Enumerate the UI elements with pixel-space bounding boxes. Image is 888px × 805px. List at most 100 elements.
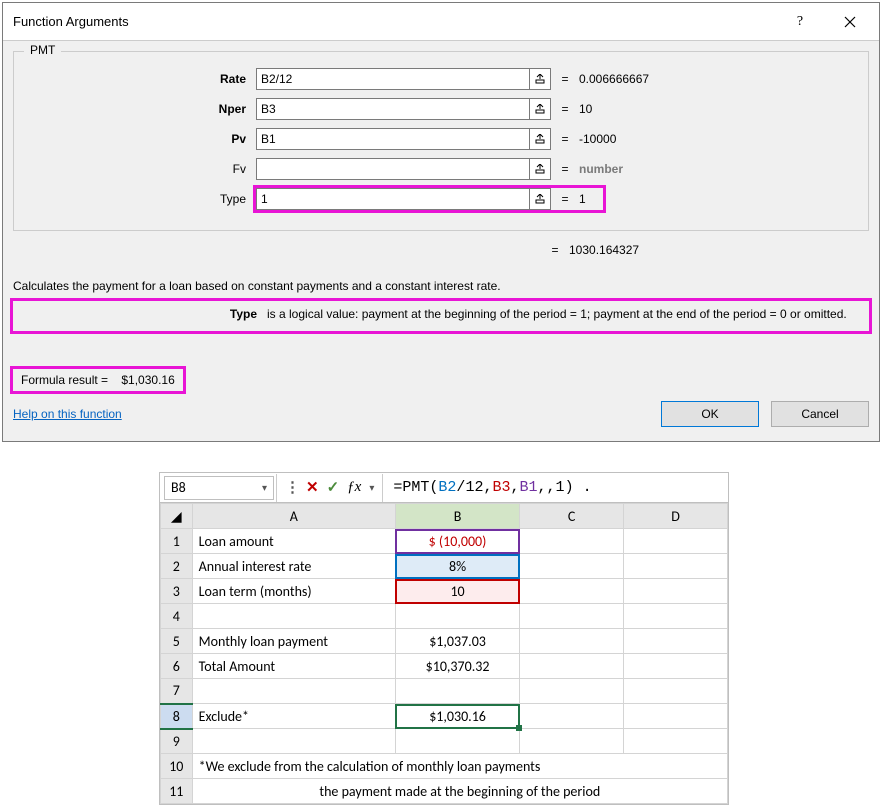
menu-icon[interactable]: ⋮ bbox=[285, 478, 298, 497]
arg-input-nper[interactable] bbox=[256, 98, 530, 120]
cell[interactable]: 8% bbox=[395, 554, 519, 579]
formula-input[interactable]: =PMT(B2/12,B3,B1,,1) . bbox=[385, 479, 591, 496]
cell[interactable] bbox=[624, 704, 728, 729]
close-button[interactable] bbox=[825, 3, 875, 41]
cell[interactable] bbox=[192, 679, 395, 704]
col-header-d[interactable]: D bbox=[624, 504, 728, 529]
arg-row-fv: Fv = number bbox=[24, 154, 858, 184]
cell[interactable] bbox=[624, 629, 728, 654]
row-header[interactable]: 8 bbox=[161, 704, 193, 729]
arg-label-rate: Rate bbox=[24, 72, 256, 86]
cell[interactable]: Total Amount bbox=[192, 654, 395, 679]
grid[interactable]: ◢ A B C D 1 Loan amount $ (10,000) 2 Ann… bbox=[160, 503, 728, 804]
table-row: 4 bbox=[161, 604, 728, 629]
arg-input-rate[interactable] bbox=[256, 68, 530, 90]
arg-description-box: Type is a logical value: payment at the … bbox=[13, 301, 869, 331]
cell[interactable] bbox=[624, 529, 728, 554]
help-link[interactable]: Help on this function bbox=[13, 407, 649, 421]
row-header[interactable]: 10 bbox=[161, 754, 193, 779]
cell[interactable] bbox=[624, 729, 728, 754]
row-header[interactable]: 1 bbox=[161, 529, 193, 554]
cell[interactable] bbox=[395, 604, 519, 629]
cell[interactable] bbox=[395, 729, 519, 754]
arg-input-type[interactable] bbox=[256, 188, 530, 210]
col-header-c[interactable]: C bbox=[520, 504, 624, 529]
equals-sign: = bbox=[551, 192, 579, 206]
name-box[interactable]: B8 ▾ bbox=[164, 476, 274, 500]
cell[interactable] bbox=[520, 629, 624, 654]
cell[interactable] bbox=[624, 554, 728, 579]
dialog-titlebar: Function Arguments ? bbox=[3, 3, 879, 41]
cell[interactable] bbox=[520, 654, 624, 679]
cancel-button[interactable]: Cancel bbox=[771, 401, 869, 427]
cell[interactable] bbox=[192, 604, 395, 629]
separator bbox=[276, 474, 277, 502]
arg-result-nper: 10 bbox=[579, 102, 592, 116]
table-row: 2 Annual interest rate 8% bbox=[161, 554, 728, 579]
arg-label-nper: Nper bbox=[24, 102, 256, 116]
arg-description-text: is a logical value: payment at the begin… bbox=[267, 307, 861, 321]
cell[interactable] bbox=[520, 604, 624, 629]
cell[interactable]: *We exclude from the calculation of mont… bbox=[192, 754, 727, 779]
arg-label-type: Type bbox=[24, 192, 256, 206]
row-header[interactable]: 9 bbox=[161, 729, 193, 754]
cell[interactable] bbox=[624, 654, 728, 679]
arg-input-pv[interactable] bbox=[256, 128, 530, 150]
fx-icon[interactable]: ƒx bbox=[347, 479, 361, 496]
table-row: 11 the payment made at the beginning of … bbox=[161, 779, 728, 804]
cell[interactable]: 10 bbox=[395, 579, 519, 604]
cell[interactable]: $10,370.32 bbox=[395, 654, 519, 679]
function-arguments-dialog: Function Arguments ? PMT Rate = 0.006666… bbox=[2, 2, 880, 442]
col-header-a[interactable]: A bbox=[192, 504, 395, 529]
cell[interactable]: Exclude* bbox=[192, 704, 395, 729]
row-header[interactable]: 2 bbox=[161, 554, 193, 579]
collapse-dialog-icon[interactable] bbox=[529, 128, 551, 150]
row-header[interactable]: 7 bbox=[161, 679, 193, 704]
arg-result-rate: 0.006666667 bbox=[579, 72, 649, 86]
table-row: 8 Exclude* $1,030.16 bbox=[161, 704, 728, 729]
cell[interactable]: the payment made at the beginning of the… bbox=[192, 779, 727, 804]
cell[interactable] bbox=[395, 679, 519, 704]
row-header[interactable]: 4 bbox=[161, 604, 193, 629]
arg-row-nper: Nper = 10 bbox=[24, 94, 858, 124]
row-header[interactable]: 3 bbox=[161, 579, 193, 604]
ok-button[interactable]: OK bbox=[661, 401, 759, 427]
table-row: 3 Loan term (months) 10 bbox=[161, 579, 728, 604]
collapse-dialog-icon[interactable] bbox=[529, 188, 551, 210]
cancel-icon[interactable]: ✕ bbox=[306, 478, 319, 497]
collapse-dialog-icon[interactable] bbox=[529, 68, 551, 90]
cell[interactable]: Loan amount bbox=[192, 529, 395, 554]
cell[interactable]: $ (10,000) bbox=[395, 529, 519, 554]
help-button[interactable]: ? bbox=[775, 3, 825, 41]
cell[interactable] bbox=[624, 679, 728, 704]
overall-result: 1030.164327 bbox=[569, 243, 639, 257]
collapse-dialog-icon[interactable] bbox=[529, 98, 551, 120]
cell[interactable] bbox=[520, 529, 624, 554]
cell[interactable] bbox=[520, 704, 624, 729]
select-all-corner[interactable]: ◢ bbox=[161, 504, 193, 529]
row-header[interactable]: 5 bbox=[161, 629, 193, 654]
enter-icon[interactable]: ✓ bbox=[327, 478, 340, 497]
cell[interactable] bbox=[192, 729, 395, 754]
arg-input-fv[interactable] bbox=[256, 158, 530, 180]
col-header-b[interactable]: B bbox=[395, 504, 519, 529]
arg-description-key: Type bbox=[21, 307, 267, 321]
chevron-down-icon[interactable]: ▾ bbox=[369, 481, 374, 494]
cell[interactable]: Loan term (months) bbox=[192, 579, 395, 604]
cell[interactable]: Monthly loan payment bbox=[192, 629, 395, 654]
cell[interactable] bbox=[520, 679, 624, 704]
cell[interactable] bbox=[624, 579, 728, 604]
row-header[interactable]: 6 bbox=[161, 654, 193, 679]
cell[interactable] bbox=[520, 579, 624, 604]
cell[interactable] bbox=[520, 554, 624, 579]
row-header[interactable]: 11 bbox=[161, 779, 193, 804]
active-cell-name: B8 bbox=[171, 479, 186, 496]
cell[interactable] bbox=[520, 729, 624, 754]
chevron-down-icon[interactable]: ▾ bbox=[262, 481, 267, 494]
active-cell[interactable]: $1,030.16 bbox=[395, 704, 519, 729]
cell[interactable]: $1,037.03 bbox=[395, 629, 519, 654]
arg-result-fv: number bbox=[579, 162, 623, 176]
collapse-dialog-icon[interactable] bbox=[529, 158, 551, 180]
cell[interactable] bbox=[624, 604, 728, 629]
cell[interactable]: Annual interest rate bbox=[192, 554, 395, 579]
